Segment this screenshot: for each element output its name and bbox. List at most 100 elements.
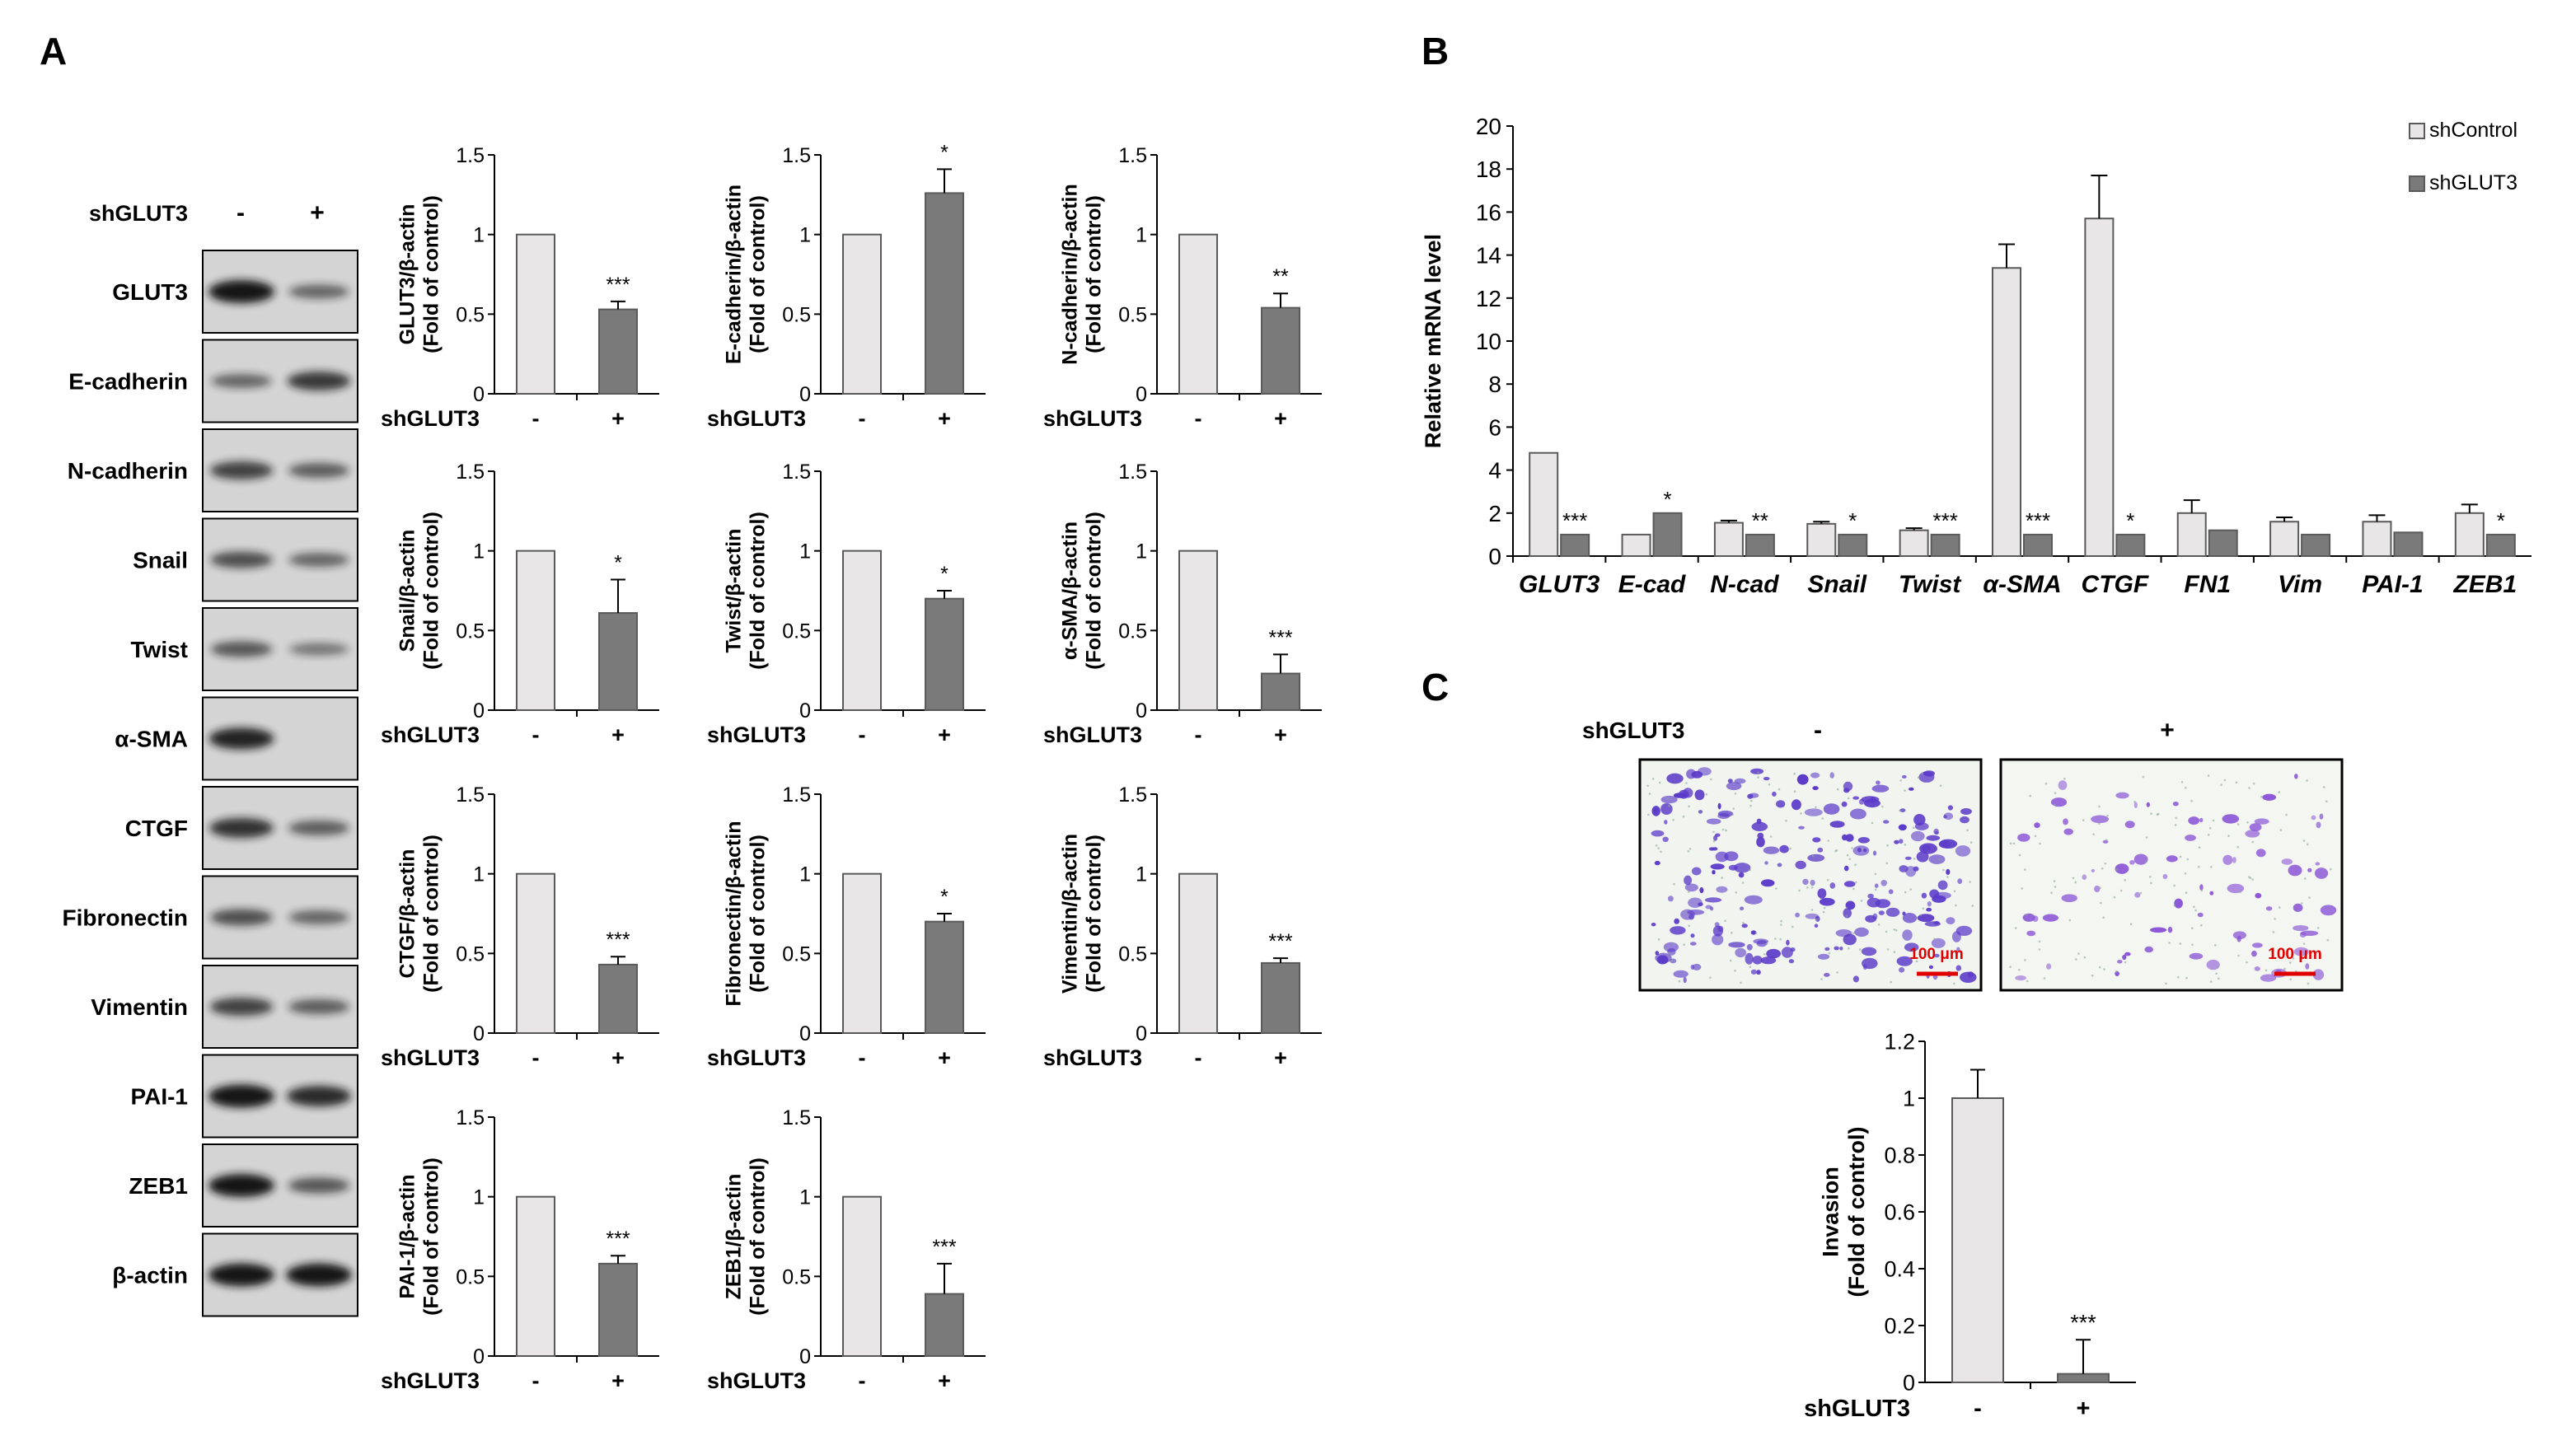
membrane-pore [2050, 891, 2053, 894]
stained-cell [1716, 886, 1728, 893]
stained-cell [2311, 815, 2316, 821]
membrane-pore [2325, 800, 2328, 803]
membrane-pore [2168, 942, 2171, 944]
panel-label-c: C [1421, 666, 1449, 708]
membrane-pore [2191, 943, 2194, 946]
bar [2301, 533, 2331, 558]
blot-band [208, 1174, 274, 1197]
membrane-pore [1768, 783, 1771, 786]
legend-label: shGLUT3 [2429, 171, 2517, 194]
invasion-images: shGLUT3 - + 100 μm 100 μm [1582, 717, 2344, 992]
membrane-pore [1810, 909, 1814, 911]
y-tick-label: 12 [1476, 286, 1501, 311]
blot-strip [202, 696, 358, 781]
y-tick-label: 1 [799, 863, 811, 886]
membrane-pore [1854, 881, 1857, 884]
stained-cell [1679, 789, 1689, 799]
scale-bar-label-control: 100 μm [1909, 946, 1964, 963]
stained-cell [1670, 926, 1686, 935]
membrane-pore [1665, 947, 1668, 950]
membrane-pore [1670, 959, 1674, 962]
stained-cell [2281, 858, 2293, 865]
stained-cell [2312, 969, 2325, 980]
stained-cell [1756, 970, 1761, 975]
bar [1178, 233, 1218, 395]
stained-cell [1899, 967, 1905, 973]
stained-cell [1750, 930, 1757, 935]
stained-cell [1810, 772, 1820, 779]
membrane-pore [2216, 966, 2219, 969]
stained-cell [1724, 851, 1739, 862]
membrane-pore [1845, 914, 1848, 918]
membrane-pore [1688, 848, 1692, 850]
membrane-pore [2029, 794, 2031, 797]
y-tick-label: 18 [1476, 157, 1501, 182]
stained-cell [1735, 947, 1747, 958]
y-axis-label: α-SMA/β-actin [1059, 521, 1082, 660]
membrane-pore [2316, 927, 2320, 929]
significance-marker: *** [932, 1236, 956, 1259]
blot-row-label: GLUT3 [112, 279, 188, 305]
stained-cell [1688, 897, 1703, 908]
membrane-pore [2330, 867, 2332, 871]
membrane-pore [1815, 919, 1818, 921]
stained-cell [1791, 799, 1801, 811]
bar [1178, 872, 1218, 1034]
stained-cell [1902, 913, 1918, 924]
membrane-pore [2239, 891, 2241, 894]
membrane-pore [1913, 826, 1915, 829]
bar [598, 308, 638, 395]
y-tick-label: 1.5 [782, 783, 811, 807]
membrane-pore [1712, 839, 1716, 843]
membrane-pore [1774, 938, 1777, 940]
membrane-pore [1742, 921, 1745, 924]
x-category-label: + [2077, 1396, 2091, 1422]
membrane-pore [1780, 919, 1782, 923]
stained-cell [1692, 963, 1702, 970]
membrane-pore [2200, 924, 2203, 927]
stained-cell [1698, 810, 1703, 814]
x-category-label: Snail [1807, 571, 1866, 598]
stained-cell [1899, 839, 1904, 844]
membrane-pore [2115, 868, 2119, 871]
membrane-pore [1966, 829, 1969, 831]
membrane-pore [2200, 889, 2204, 892]
membrane-pore [1971, 905, 1974, 907]
blot-band [209, 818, 274, 838]
stained-cell [1812, 837, 1821, 843]
membrane-pore [2098, 822, 2101, 825]
membrane-pore [2018, 968, 2021, 971]
stained-cell [1960, 816, 1969, 824]
y-tick-label: 1.5 [782, 144, 811, 167]
membrane-pore [2092, 833, 2095, 836]
significance-marker: * [940, 141, 948, 164]
x-axis-label: shGLUT3 [381, 406, 480, 431]
stained-cell [1939, 839, 1958, 849]
y-tick-label: 1 [473, 863, 485, 886]
membrane-pore [1731, 813, 1734, 816]
membrane-pore [1828, 952, 1831, 955]
y-tick-label: 1 [473, 540, 485, 564]
membrane-pore [1953, 982, 1955, 985]
membrane-pore [1874, 888, 1877, 891]
stained-cell [2017, 833, 2030, 842]
blot-band [209, 461, 274, 479]
y-tick-label: 0 [1136, 1022, 1147, 1045]
stained-cell [1699, 887, 1704, 894]
blot-row-label: Vimentin [91, 994, 188, 1020]
bar [925, 920, 964, 1034]
stained-cell [1712, 847, 1718, 851]
membrane-pore [1749, 868, 1751, 872]
x-category-label: - [859, 1368, 866, 1393]
stained-cell [1795, 860, 1806, 869]
stained-cell [1926, 907, 1932, 912]
stained-cell [1916, 851, 1929, 863]
stained-cell [1918, 771, 1935, 783]
bar [1930, 533, 1960, 558]
membrane-pore [2265, 969, 2268, 972]
membrane-pore [1881, 805, 1884, 808]
y-tick-label: 0 [473, 699, 485, 722]
stained-cell [1655, 951, 1660, 956]
membrane-pore [2218, 977, 2220, 980]
stained-cell [1829, 821, 1845, 828]
